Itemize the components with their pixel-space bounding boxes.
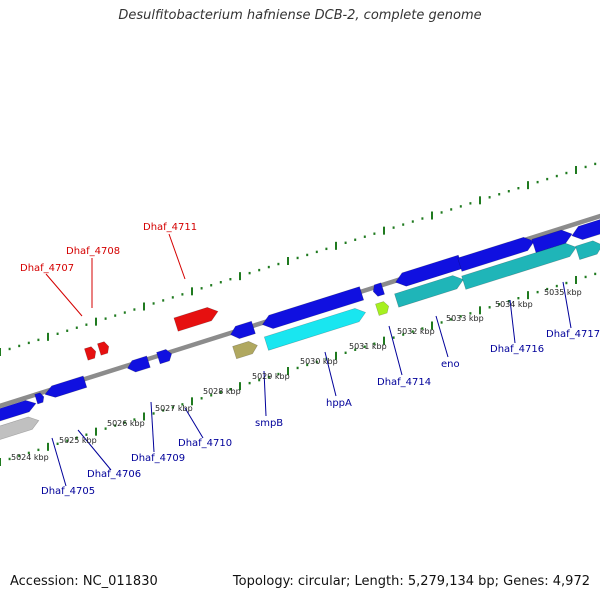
kbp-scale-labels: 5024 kbp 5025 kbp 5026 kbp 5027 kbp 5028 kbp… xyxy=(11,288,582,462)
kbp-label: 5032 kbp xyxy=(397,327,435,336)
inner-tick-ring xyxy=(0,272,597,466)
kbp-label: 5030 kbp xyxy=(300,357,338,366)
leader-line xyxy=(45,273,83,317)
leader-line xyxy=(51,437,67,487)
gene-label: smpB xyxy=(255,418,283,429)
kbp-label: 5028 kbp xyxy=(203,387,241,396)
cds-feature xyxy=(0,400,37,423)
cds-feature xyxy=(461,242,577,290)
cds-feature xyxy=(261,286,365,329)
rna-feature xyxy=(375,301,390,316)
cds-feature xyxy=(263,308,367,351)
gene-label: Dhaf_4716 xyxy=(490,344,544,355)
kbp-label: 5031 kbp xyxy=(349,342,387,351)
leader-line xyxy=(184,407,204,439)
gene-label: Dhaf_4706 xyxy=(87,469,141,480)
cds-feature xyxy=(34,392,45,405)
kbp-label: 5025 kbp xyxy=(59,436,97,445)
cds-feature xyxy=(394,275,464,308)
gene-label: hppA xyxy=(326,398,352,409)
gene-label: Dhaf_4708 xyxy=(66,246,120,257)
leader-line xyxy=(77,429,112,471)
gene-label: Dhaf_4709 xyxy=(131,453,185,464)
cds-feature xyxy=(531,229,573,254)
cds-feature xyxy=(44,375,88,398)
gene-features xyxy=(0,217,600,443)
kbp-label: 5035 kbp xyxy=(544,288,582,297)
cds-feature xyxy=(230,320,256,339)
gene-label: Dhaf_4714 xyxy=(377,377,431,388)
leader-line xyxy=(509,299,516,344)
kbp-label: 5029 kbp xyxy=(252,372,290,381)
pseudo-feature xyxy=(0,416,40,443)
leader-line xyxy=(435,315,449,358)
highlight-cds-feature xyxy=(97,341,110,356)
gene-label: eno xyxy=(441,359,460,370)
label-leader-lines xyxy=(45,233,572,487)
gene-label: Dhaf_4705 xyxy=(41,486,95,497)
gene-label: Dhaf_4711 xyxy=(143,222,197,233)
topology-summary: Topology: circular; Length: 5,279,134 bp… xyxy=(232,574,590,589)
cds-feature xyxy=(372,282,385,297)
leader-line xyxy=(388,325,403,376)
cds-feature xyxy=(571,217,600,241)
accession-text: Accession: NC_011830 xyxy=(10,574,158,589)
cds-feature xyxy=(127,355,151,373)
gene-labels: Dhaf_4707 Dhaf_4708 Dhaf_4711 Dhaf_4705 Dhaf… xyxy=(20,222,600,497)
gene-label: Dhaf_4707 xyxy=(20,263,74,274)
leader-line xyxy=(562,281,572,329)
highlight-cds-feature xyxy=(84,346,97,361)
gene-label: Dhaf_4710 xyxy=(178,438,232,449)
leader-line xyxy=(150,401,155,453)
gene-label: Dhaf_4717 xyxy=(546,329,600,340)
outer-tick-ring xyxy=(0,162,597,356)
kbp-label: 5034 kbp xyxy=(495,300,533,309)
kbp-label: 5024 kbp xyxy=(11,453,49,462)
leader-line xyxy=(324,351,337,397)
leader-line xyxy=(168,233,186,280)
kbp-label: 5027 kbp xyxy=(155,404,193,413)
map-title: Desulfitobacterium hafniense DCB-2, comp… xyxy=(118,8,482,23)
misc-feature xyxy=(232,341,258,360)
cds-feature xyxy=(457,236,535,272)
kbp-label: 5026 kbp xyxy=(107,419,145,428)
leader-line xyxy=(263,370,267,417)
kbp-label: 5033 kbp xyxy=(446,314,484,323)
cds-feature xyxy=(575,240,600,260)
cds-feature xyxy=(156,349,173,365)
highlight-cds-feature xyxy=(173,307,219,332)
